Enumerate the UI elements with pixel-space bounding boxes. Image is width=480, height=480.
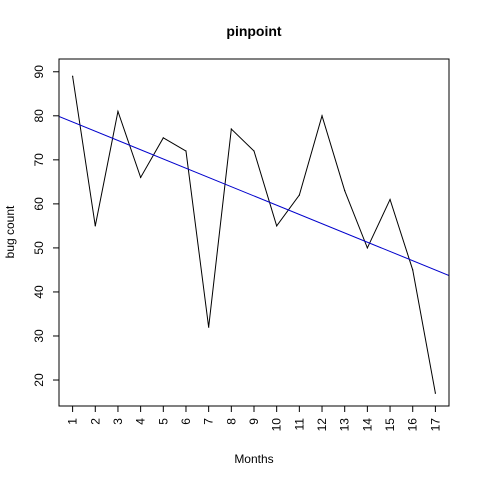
x-axis: 1 2 3 4 5 6 7 8 9 10 11 12 13 14 15 16 17 — [66, 406, 442, 432]
y-tick-label: 80 — [32, 109, 46, 123]
x-tick-label: 4 — [134, 418, 148, 425]
data-point — [117, 110, 119, 113]
y-axis: 20 30 40 50 60 70 80 90 — [32, 65, 59, 387]
data-point — [185, 150, 187, 152]
y-tick-label: 30 — [32, 329, 46, 343]
data-point — [434, 392, 436, 394]
data-point — [389, 198, 391, 201]
x-tick-label: 10 — [270, 418, 284, 432]
data-point — [366, 247, 368, 249]
x-tick-label: 2 — [88, 418, 102, 425]
y-tick-label: 90 — [32, 65, 46, 79]
plot-frame — [58, 58, 450, 407]
data-point — [208, 326, 210, 328]
x-tick-label: 5 — [156, 418, 170, 425]
data-point — [412, 269, 414, 271]
plot-area — [59, 75, 449, 394]
data-point — [162, 137, 164, 139]
x-tick-label: 15 — [383, 418, 397, 432]
x-tick-label: 3 — [111, 418, 125, 425]
y-tick-label: 20 — [32, 373, 46, 387]
data-point — [230, 128, 232, 130]
x-tick-label: 14 — [360, 418, 374, 432]
data-point — [276, 225, 278, 227]
y-tick-label: 40 — [32, 285, 46, 299]
data-point — [94, 225, 96, 227]
y-tick-label: 70 — [32, 153, 46, 167]
x-tick-label: 12 — [315, 418, 329, 432]
x-axis-label: Months — [234, 452, 273, 466]
trend-line — [59, 115, 449, 276]
chart-title: pinpoint — [226, 23, 282, 39]
x-tick-label: 6 — [179, 418, 193, 425]
x-tick-label: 16 — [406, 418, 420, 432]
data-point — [253, 150, 255, 152]
data-point — [321, 115, 323, 117]
x-tick-label: 17 — [428, 418, 442, 432]
y-tick-label: 60 — [32, 197, 46, 211]
x-tick-label: 7 — [202, 418, 216, 425]
x-tick-label: 9 — [247, 418, 261, 425]
data-point — [344, 190, 346, 192]
data-point — [298, 194, 300, 196]
data-point — [140, 176, 142, 179]
x-tick-label: 13 — [338, 418, 352, 432]
y-tick-label: 50 — [32, 241, 46, 255]
y-axis-label: bug count — [3, 205, 17, 258]
x-tick-label: 1 — [66, 418, 80, 425]
data-point — [72, 75, 74, 77]
x-tick-label: 11 — [292, 418, 306, 431]
x-tick-label: 8 — [224, 418, 238, 425]
